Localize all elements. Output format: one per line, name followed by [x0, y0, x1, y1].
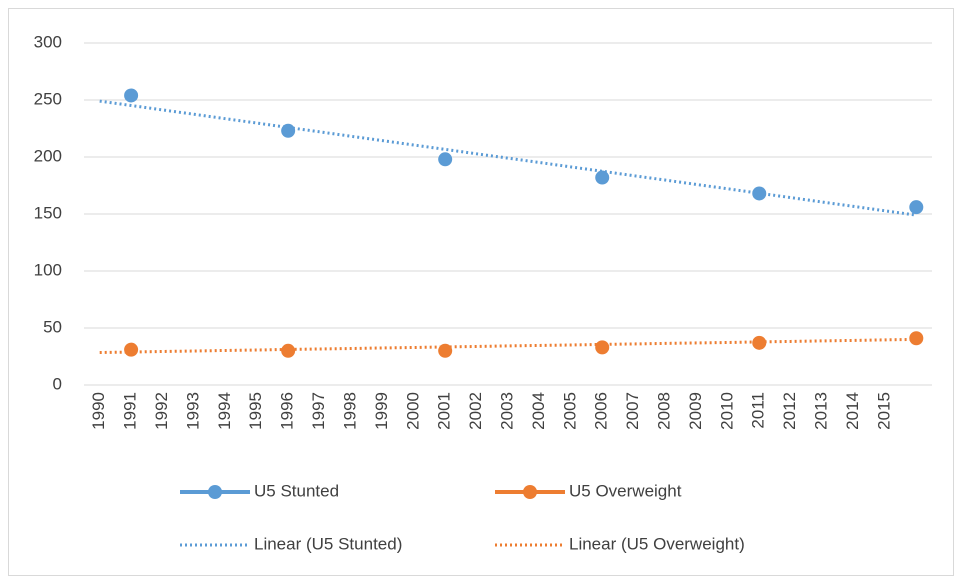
x-tick-label: 2014 [843, 392, 862, 430]
legend-label: Linear (U5 Stunted) [254, 534, 402, 553]
trend-line [99, 337, 917, 355]
x-tick-label: 1999 [372, 392, 391, 430]
x-tick-label: 2009 [686, 392, 705, 430]
y-tick-label: 200 [34, 146, 62, 165]
x-tick-label: 1992 [152, 392, 171, 430]
x-tick-label: 1991 [121, 392, 140, 430]
marker [124, 342, 139, 357]
legend-marker [208, 485, 222, 499]
marker [124, 88, 139, 103]
chart-frame [8, 8, 954, 576]
y-tick-label: 250 [34, 89, 62, 108]
x-tick-label: 2007 [623, 392, 642, 430]
legend-label: U5 Overweight [569, 481, 682, 500]
x-tick-label: 2006 [592, 392, 611, 430]
x-tick-label: 1995 [246, 392, 265, 430]
x-tick-label: 2000 [403, 392, 422, 430]
x-tick-label: 2011 [749, 392, 768, 429]
marker [752, 335, 767, 350]
marker [752, 186, 767, 201]
x-tick-label: 2002 [466, 392, 485, 430]
x-tick-label: 1996 [278, 392, 297, 430]
x-tick-label: 1990 [89, 392, 108, 430]
legend-label: Linear (U5 Overweight) [569, 534, 745, 553]
x-tick-label: 2005 [560, 392, 579, 430]
marker [595, 340, 610, 355]
marker [281, 123, 296, 138]
x-tick-label: 2012 [780, 392, 799, 430]
x-tick-label: 2008 [655, 392, 674, 430]
x-tick-label: 2015 [874, 392, 893, 430]
x-tick-label: 2010 [717, 392, 736, 430]
marker [909, 331, 924, 346]
x-tick-label: 1997 [309, 392, 328, 430]
y-tick-label: 0 [53, 374, 62, 393]
marker [595, 170, 610, 185]
x-tick-label: 1998 [340, 392, 359, 430]
y-tick-label: 300 [34, 32, 62, 51]
x-tick-label: 1993 [183, 392, 202, 430]
x-tick-label: 1994 [215, 392, 234, 430]
x-tick-label: 2001 [435, 392, 454, 430]
marker [438, 152, 453, 167]
marker [281, 343, 296, 358]
x-tick-label: 2004 [529, 392, 548, 430]
x-tick-label: 2003 [497, 392, 516, 430]
y-tick-label: 150 [34, 203, 62, 222]
marker [438, 343, 453, 358]
y-tick-label: 50 [43, 317, 62, 336]
x-tick-label: 2013 [812, 392, 831, 430]
legend-marker [523, 485, 537, 499]
legend-label: U5 Stunted [254, 481, 339, 500]
marker [909, 200, 924, 215]
y-tick-label: 100 [34, 260, 62, 279]
